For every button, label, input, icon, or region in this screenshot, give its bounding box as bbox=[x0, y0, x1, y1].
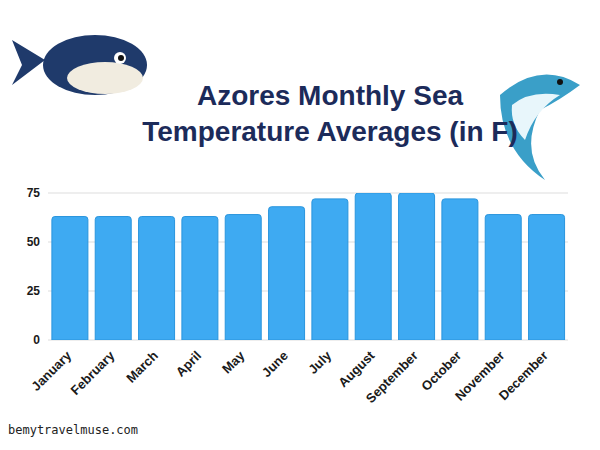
svg-text:50: 50 bbox=[27, 235, 41, 249]
svg-text:October: October bbox=[418, 347, 465, 394]
svg-text:August: August bbox=[335, 347, 378, 390]
svg-text:0: 0 bbox=[33, 333, 40, 347]
html-text:Azores Monthly Sea Temperature: Azores Monthly Sea Temperature Averages … bbox=[142, 80, 518, 147]
svg-text:December: December bbox=[496, 348, 551, 403]
svg-text:June: June bbox=[259, 348, 291, 380]
svg-text:75: 75 bbox=[27, 186, 41, 200]
svg-text:September: September bbox=[363, 348, 421, 406]
svg-text:February: February bbox=[68, 347, 118, 397]
svg-text:April: April bbox=[173, 348, 205, 380]
svg-text:March: March bbox=[123, 348, 161, 386]
svg-text:July: July bbox=[305, 347, 335, 377]
svg-text:January: January bbox=[28, 347, 75, 394]
svg-text:25: 25 bbox=[27, 284, 41, 298]
html-text:bemytravelmuse.com: bemytravelmuse.com bbox=[8, 423, 138, 437]
svg-text:May: May bbox=[219, 347, 248, 376]
svg-text:November: November bbox=[452, 347, 508, 404]
